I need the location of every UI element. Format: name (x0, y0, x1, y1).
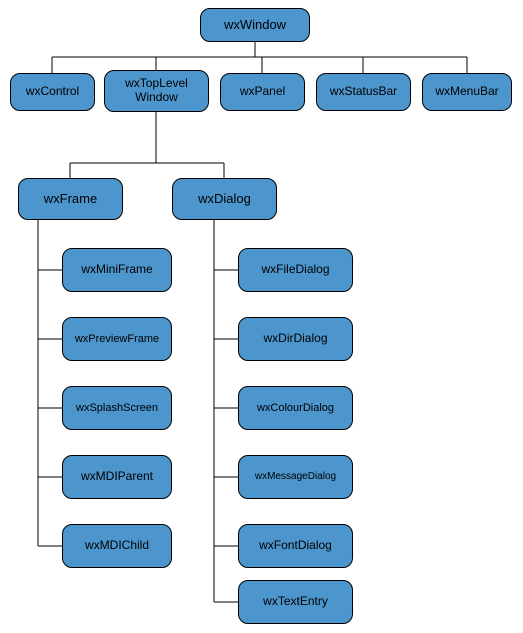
node-wxMessageDialog: wxMessageDialog (238, 455, 353, 499)
node-label: wxFontDialog (259, 539, 332, 553)
node-label: wxMenuBar (435, 85, 498, 99)
node-label: wxTextEntry (263, 595, 328, 609)
node-wxFrame: wxFrame (18, 178, 123, 220)
node-wxDialog: wxDialog (172, 178, 277, 220)
node-label: wxControl (26, 85, 79, 99)
node-label: wxFileDialog (261, 263, 329, 277)
node-label: wxPreviewFrame (75, 333, 159, 346)
node-wxPanel: wxPanel (220, 73, 305, 111)
node-wxPreviewFrame: wxPreviewFrame (62, 317, 172, 361)
node-label: wxFrame (44, 192, 97, 207)
node-wxFontDialog: wxFontDialog (238, 524, 353, 568)
node-label: wxPanel (240, 85, 285, 99)
node-wxTextEntry: wxTextEntry (238, 580, 353, 624)
node-wxMiniFrame: wxMiniFrame (62, 248, 172, 292)
node-label: wxMDIChild (85, 539, 149, 553)
node-wxTopLevelWindow: wxTopLevel Window (104, 70, 209, 112)
node-wxWindow: wxWindow (200, 8, 310, 42)
node-label: wxDirDialog (263, 332, 327, 346)
node-label: wxStatusBar (330, 85, 397, 99)
node-label: wxTopLevel Window (125, 77, 188, 105)
node-wxFileDialog: wxFileDialog (238, 248, 353, 292)
node-label: wxWindow (224, 18, 286, 33)
node-label: wxDialog (198, 192, 251, 207)
node-label: wxMDIParent (81, 470, 153, 484)
node-wxSplashScreen: wxSplashScreen (62, 386, 172, 430)
node-wxColourDialog: wxColourDialog (238, 386, 353, 430)
node-label: wxMiniFrame (81, 263, 152, 277)
node-wxMenuBar: wxMenuBar (422, 73, 512, 111)
node-wxDirDialog: wxDirDialog (238, 317, 353, 361)
node-wxControl: wxControl (10, 73, 95, 111)
node-wxMDIChild: wxMDIChild (62, 524, 172, 568)
node-label: wxMessageDialog (255, 471, 336, 483)
node-wxStatusBar: wxStatusBar (316, 73, 411, 111)
node-label: wxColourDialog (257, 402, 334, 415)
node-label: wxSplashScreen (76, 402, 158, 415)
node-wxMDIParent: wxMDIParent (62, 455, 172, 499)
